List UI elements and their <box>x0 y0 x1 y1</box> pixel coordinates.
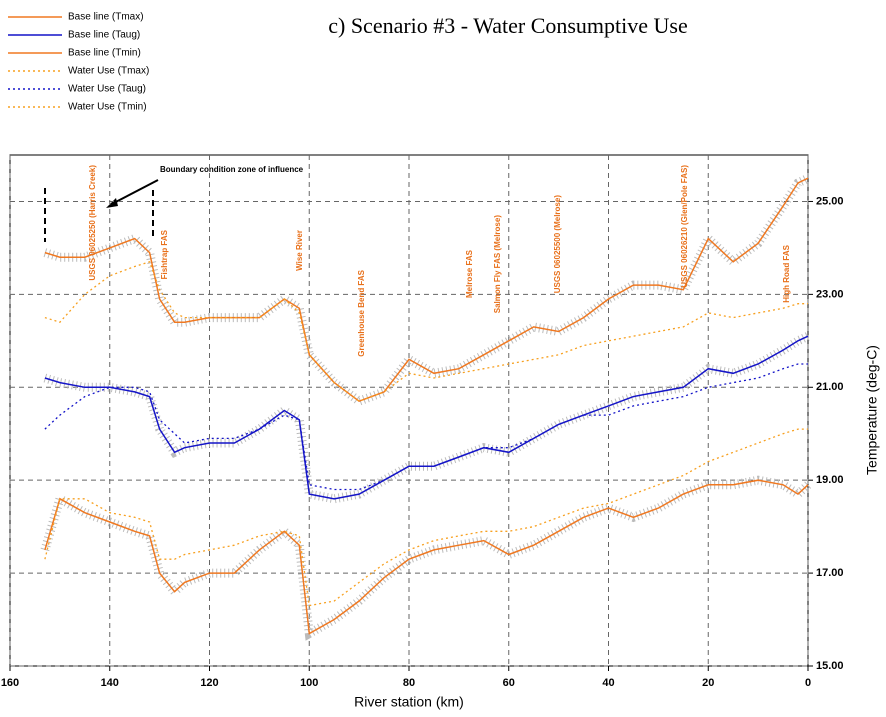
y-axis-label: Temperature (deg-C) <box>864 345 880 475</box>
y-tick-label: 25.00 <box>816 195 844 207</box>
y-tick-label: 19.00 <box>816 474 844 486</box>
x-tick-label: 160 <box>1 677 19 689</box>
annotation: Wise River <box>295 230 304 271</box>
annotation: Fishtrap FAS <box>160 229 169 279</box>
x-tick-label: 120 <box>200 677 218 689</box>
arrow-head <box>106 198 118 208</box>
legend-text: Water Use (Taug) <box>68 84 146 95</box>
legend-text: Base line (Taug) <box>68 30 140 41</box>
legend-text: Base line (Tmax) <box>68 12 144 23</box>
boundary-arrow <box>109 179 159 206</box>
x-tick-label: 100 <box>300 677 318 689</box>
series-line <box>44 260 808 402</box>
y-tick-label: 23.00 <box>816 288 844 300</box>
x-axis-label: River station (km) <box>354 694 464 710</box>
x-tick-label: 60 <box>503 677 515 689</box>
legend-text: Water Use (Tmin) <box>68 102 147 113</box>
series-line <box>44 177 809 403</box>
annotation: USGS 06025500 (Melrose) <box>553 195 562 294</box>
annotation: High Road FAS <box>782 244 791 302</box>
annotation: USGS 06026210 (Glen/Pole FAS) <box>680 165 689 288</box>
boundary-note: Boundary condition zone of influence <box>160 165 304 174</box>
annotation: Melrose FAS <box>465 249 474 298</box>
x-tick-label: 80 <box>403 677 415 689</box>
chart-title: c) Scenario #3 - Water Consumptive Use <box>328 13 688 38</box>
series-line <box>44 363 808 491</box>
y-tick-label: 17.00 <box>816 567 844 579</box>
x-tick-label: 0 <box>805 677 811 689</box>
legend-text: Water Use (Tmax) <box>68 66 149 77</box>
x-tick-label: 140 <box>101 677 119 689</box>
annotation: Greenhouse Bend FAS <box>357 269 366 356</box>
x-tick-label: 40 <box>602 677 614 689</box>
annotation: Salmon Fly FAS (Melrose) <box>493 215 502 314</box>
y-tick-label: 15.00 <box>816 660 844 672</box>
error-band <box>40 475 812 641</box>
series-line <box>44 428 808 607</box>
series-line <box>44 479 809 635</box>
legend-text: Base line (Tmin) <box>68 48 141 59</box>
x-tick-label: 20 <box>702 677 714 689</box>
annotation: USGS 06025250 (Harris Creek) <box>88 165 97 281</box>
y-tick-label: 21.00 <box>816 381 844 393</box>
